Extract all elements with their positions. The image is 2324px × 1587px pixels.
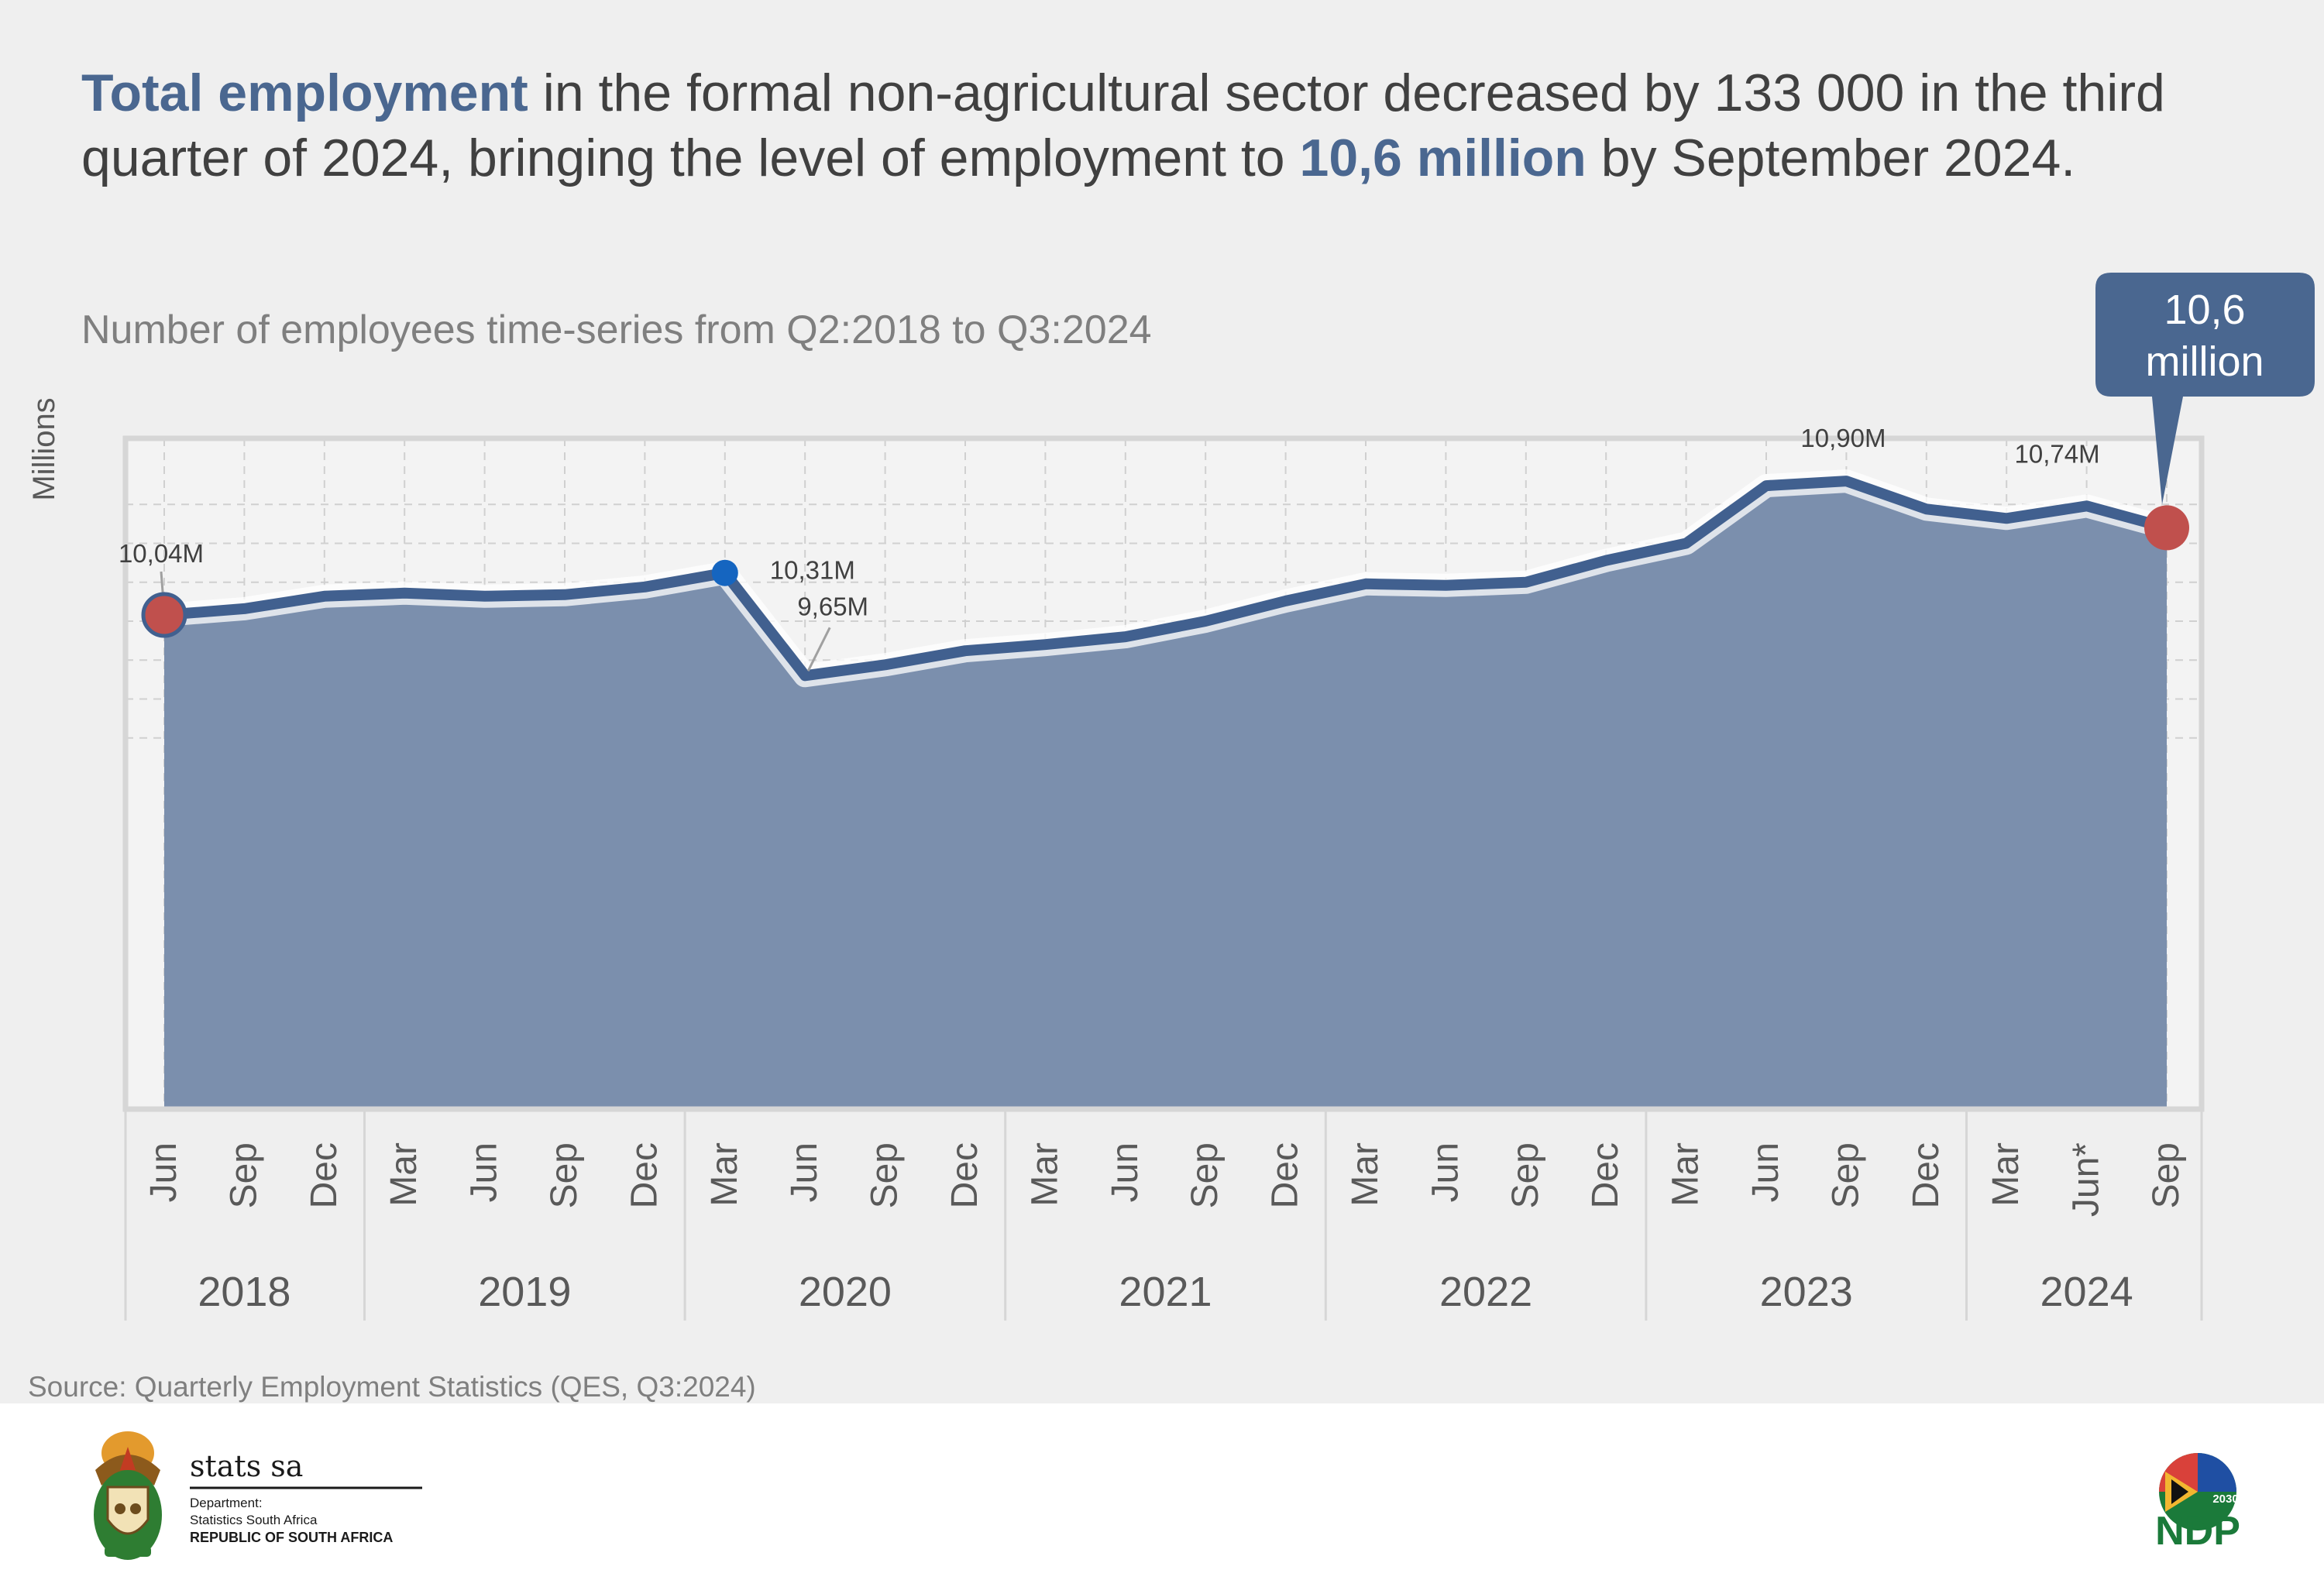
year-label: 2018: [198, 1269, 290, 1315]
ndp-logo: 2030 NDP: [2155, 1453, 2240, 1554]
x-tick-label: Sep: [544, 1142, 585, 1208]
y-axis-label: Millions: [27, 397, 61, 500]
employment-area: [164, 481, 2167, 1109]
x-tick-label: Dec: [944, 1142, 985, 1208]
ndp-flag-icon: [2159, 1453, 2236, 1530]
x-tick-label: Sep: [1184, 1142, 1226, 1208]
chart-subtitle: Number of employees time-series from Q2:…: [81, 307, 1152, 352]
ndp-year: 2030: [2212, 1493, 2238, 1506]
x-tick-label: Sep: [865, 1142, 906, 1208]
x-tick-label: Mar: [1345, 1142, 1386, 1207]
source-note: Source: Quarterly Employment Statistics …: [28, 1371, 756, 1403]
employment-chart: Number of employees time-series from Q2:…: [27, 273, 2315, 1403]
headline: Total employment in the formal non-agric…: [81, 60, 2289, 191]
start-marker: [141, 592, 187, 638]
logo-dept: Department:: [190, 1496, 263, 1510]
stats-sa-logo: stats sa Department: Statistics South Af…: [94, 1431, 422, 1560]
x-tick-label: Jun: [1425, 1142, 1466, 1202]
x-tick-label: Jun: [464, 1142, 505, 1202]
year-label: 2021: [1119, 1269, 1212, 1315]
final-value-callout: 10,6 million: [2095, 273, 2315, 505]
x-tick-label: Dec: [1265, 1142, 1306, 1208]
end-marker: [2144, 505, 2189, 551]
pre-covid-marker: [711, 559, 738, 586]
x-tick-label: Mar: [704, 1142, 745, 1207]
data-label: 10,74M: [2015, 439, 2100, 468]
x-axis: Jun Sep Dec Mar Jun Sep Dec Mar Jun Sep Dec Mar Jun S…: [124, 1109, 2203, 1321]
plot-frame: [122, 435, 2205, 1112]
coat-of-arms-icon: [94, 1431, 162, 1560]
data-label: 9,65M: [797, 592, 868, 620]
x-tick-label: Mar: [1024, 1142, 1065, 1207]
headline-bold-total: Total employment: [81, 64, 528, 122]
label-leader: [806, 627, 831, 672]
callout-shape: [2095, 273, 2315, 505]
headline-text-1: in the formal non-agricultural sector de…: [81, 64, 2165, 187]
markers: [141, 505, 2189, 638]
data-label: 10,04M: [119, 539, 204, 568]
x-tick-label: Sep: [1505, 1142, 1546, 1208]
x-tick-label: Mar: [383, 1142, 425, 1207]
x-tick-label: Dec: [304, 1142, 345, 1208]
ndp-text: NDP: [2155, 1509, 2240, 1554]
headline-bold-figure: 10,6 million: [1299, 129, 1587, 187]
logo-name: stats sa: [190, 1449, 303, 1483]
x-tick-label: Jun: [784, 1142, 825, 1202]
data-labels: 10,04M 10,31M 9,65M 10,90M 10,74M: [119, 424, 2100, 672]
callout-value: 10,6: [2164, 287, 2245, 333]
x-tick-label: Dec: [1906, 1142, 1947, 1208]
x-tick-label: Mar: [1985, 1142, 2027, 1207]
logo-country: REPUBLIC OF SOUTH AFRICA: [190, 1530, 393, 1545]
year-label: 2022: [1439, 1269, 1532, 1315]
data-label: 10,90M: [1800, 424, 1886, 452]
x-tick-label: Jun*: [2066, 1142, 2107, 1217]
x-tick-label: Dec: [624, 1142, 665, 1208]
employment-line: [159, 476, 2172, 682]
callout-unit: million: [2145, 338, 2264, 385]
data-label: 10,31M: [770, 556, 855, 585]
year-label: 2024: [2040, 1269, 2133, 1315]
x-tick-label: Mar: [1666, 1142, 1707, 1207]
headline-text-2: by September 2024.: [1586, 129, 2076, 187]
x-tick-label: Jun: [143, 1142, 184, 1202]
x-tick-label: Jun: [1105, 1142, 1146, 1202]
year-label: 2019: [478, 1269, 571, 1315]
logo-org: Statistics South Africa: [190, 1513, 318, 1527]
year-label: 2023: [1760, 1269, 1853, 1315]
x-tick-label: Jun: [1745, 1142, 1786, 1202]
x-tick-label: Sep: [1825, 1142, 1866, 1208]
x-tick-label: Sep: [223, 1142, 264, 1208]
x-tick-label: Dec: [1585, 1142, 1626, 1208]
year-label: 2020: [799, 1269, 892, 1315]
x-tick-label: Sep: [2146, 1142, 2187, 1208]
